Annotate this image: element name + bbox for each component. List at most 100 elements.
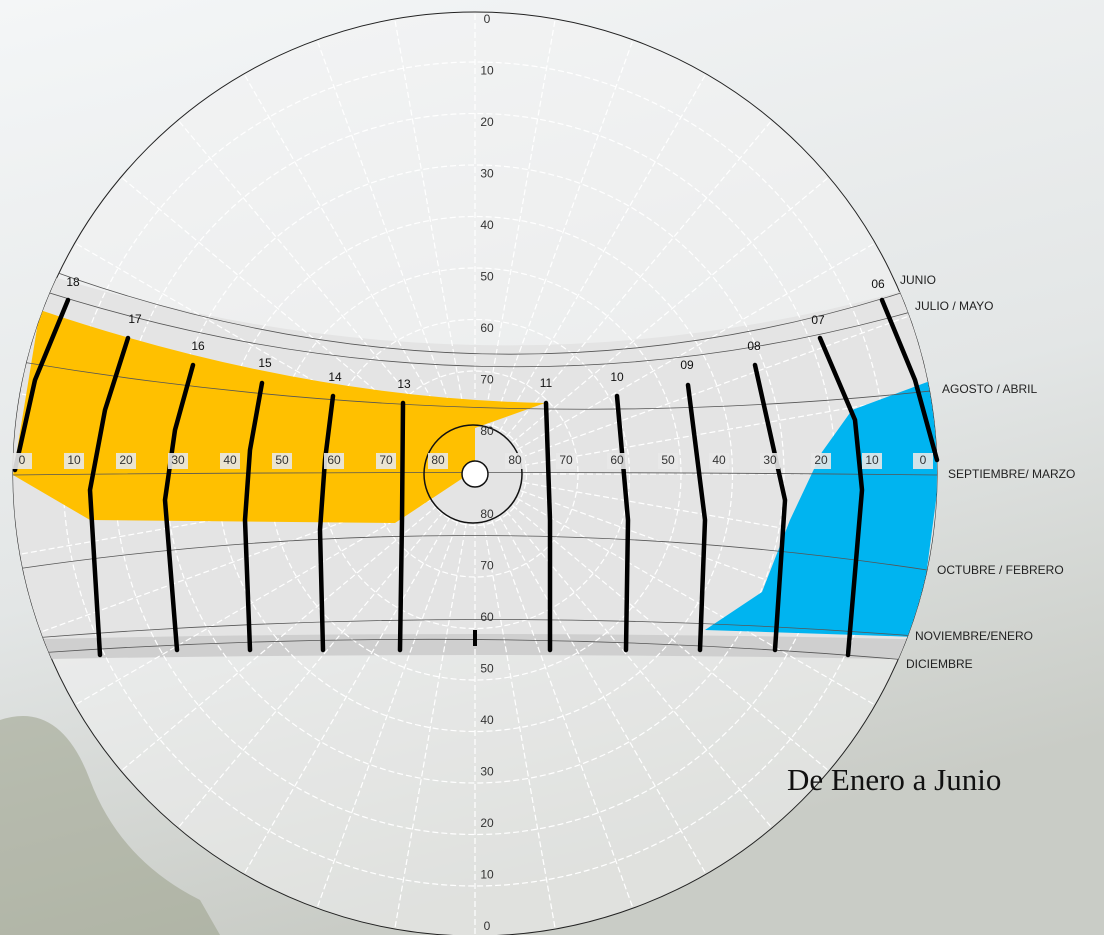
grid-radial bbox=[523, 481, 937, 557]
hour-label: 07 bbox=[811, 313, 825, 327]
altitude-label: 30 bbox=[480, 765, 494, 779]
grid-radial bbox=[482, 522, 558, 935]
grid-radial bbox=[172, 511, 444, 835]
altitude-label: 80 bbox=[480, 424, 494, 438]
month-label: OCTUBRE / FEBRERO bbox=[937, 563, 1064, 577]
grid-radial bbox=[512, 171, 836, 443]
zenith bbox=[461, 460, 489, 488]
altitude-label: 40 bbox=[712, 453, 726, 467]
altitude-label: 70 bbox=[480, 559, 494, 573]
month-label: SEPTIEMBRE/ MARZO bbox=[948, 467, 1075, 481]
altitude-label: 20 bbox=[119, 453, 133, 467]
hour-curve bbox=[543, 400, 553, 653]
hour-curve bbox=[87, 335, 131, 658]
hour-label: 09 bbox=[680, 358, 694, 372]
label-box bbox=[12, 453, 32, 469]
grid-radial bbox=[67, 238, 433, 451]
altitude-label: 40 bbox=[480, 218, 494, 232]
zenith-ring bbox=[423, 424, 523, 524]
grid-radial bbox=[239, 516, 452, 882]
label-box bbox=[220, 453, 240, 469]
month-label: JULIO / MAYO bbox=[915, 299, 993, 313]
altitude-label: 20 bbox=[814, 453, 828, 467]
landscape bbox=[0, 716, 220, 935]
shade-east bbox=[705, 378, 937, 637]
altitude-label: 30 bbox=[763, 453, 777, 467]
label-box bbox=[760, 453, 780, 469]
hour-label: 14 bbox=[328, 370, 342, 384]
altitude-label: 60 bbox=[480, 321, 494, 335]
hour-curve bbox=[12, 297, 71, 473]
grid-radial bbox=[517, 238, 883, 451]
grid-radial bbox=[114, 171, 438, 443]
hour-label: 10 bbox=[610, 370, 624, 384]
altitude-label: 60 bbox=[327, 453, 341, 467]
altitude-label: 50 bbox=[275, 453, 289, 467]
month-label: DICIEMBRE bbox=[906, 657, 973, 671]
hour-label: 08 bbox=[747, 339, 761, 353]
hour-curve bbox=[752, 362, 788, 653]
month-label: JUNIO bbox=[900, 273, 936, 287]
altitude-label: 60 bbox=[480, 610, 494, 624]
altitude-label: 70 bbox=[480, 373, 494, 387]
hour-curve bbox=[879, 297, 940, 463]
month-label: NOVIEMBRE/ENERO bbox=[915, 629, 1033, 643]
altitude-label: 80 bbox=[508, 453, 522, 467]
altitude-label: 50 bbox=[480, 270, 494, 284]
grid-radial bbox=[491, 519, 637, 916]
grid-circle bbox=[165, 164, 785, 784]
altitude-label: 0 bbox=[920, 453, 927, 467]
hour-curve bbox=[397, 400, 406, 653]
label-box bbox=[376, 453, 396, 469]
month-label: AGOSTO / ABRIL bbox=[942, 382, 1037, 396]
altitude-label: 80 bbox=[480, 507, 494, 521]
hour-label: 18 bbox=[66, 275, 80, 289]
label-box bbox=[709, 453, 729, 469]
grid-radial bbox=[520, 490, 917, 636]
caption: De Enero a Junio bbox=[787, 762, 1001, 797]
label-box bbox=[64, 453, 84, 469]
grid-radial bbox=[491, 32, 637, 429]
altitude-label: 10 bbox=[480, 64, 494, 78]
altitude-label: 30 bbox=[480, 167, 494, 181]
label-box bbox=[556, 453, 576, 469]
grid-radial bbox=[523, 391, 937, 467]
winter-band bbox=[13, 634, 937, 660]
grid-radial bbox=[512, 505, 836, 777]
altitude-label: 50 bbox=[480, 662, 494, 676]
grid-radial bbox=[239, 66, 452, 432]
altitude-label: 0 bbox=[19, 453, 26, 467]
altitude-label: 80 bbox=[431, 453, 445, 467]
grid-radial bbox=[506, 113, 778, 437]
label-box bbox=[607, 453, 627, 469]
label-box bbox=[324, 453, 344, 469]
hour-curve bbox=[817, 335, 865, 658]
altitude-label: 50 bbox=[661, 453, 675, 467]
hour-curve bbox=[317, 393, 336, 653]
grid-radial bbox=[498, 516, 711, 882]
hour-label: 16 bbox=[191, 339, 205, 353]
altitude-label: 10 bbox=[865, 453, 879, 467]
hour-label: 11 bbox=[540, 376, 553, 390]
label-box bbox=[658, 453, 678, 469]
grid-radial bbox=[313, 32, 459, 429]
month-curves bbox=[13, 254, 937, 664]
hour-label: 15 bbox=[258, 356, 272, 370]
altitude-label: 0 bbox=[484, 919, 491, 933]
grid-radial bbox=[520, 312, 917, 458]
hour-label: 13 bbox=[397, 377, 411, 391]
grid-radial bbox=[172, 113, 444, 437]
grid-radial bbox=[33, 490, 430, 636]
grid-radial bbox=[482, 12, 558, 426]
hour-label: 06 bbox=[871, 277, 885, 291]
altitude-label: 40 bbox=[480, 713, 494, 727]
grid-radial bbox=[506, 511, 778, 835]
hour-curve bbox=[242, 380, 265, 653]
label-box bbox=[272, 453, 292, 469]
altitude-label: 40 bbox=[223, 453, 237, 467]
grid-radial bbox=[392, 12, 468, 426]
altitude-label: 20 bbox=[480, 115, 494, 129]
label-box bbox=[505, 453, 525, 469]
grid-radial bbox=[114, 505, 438, 777]
